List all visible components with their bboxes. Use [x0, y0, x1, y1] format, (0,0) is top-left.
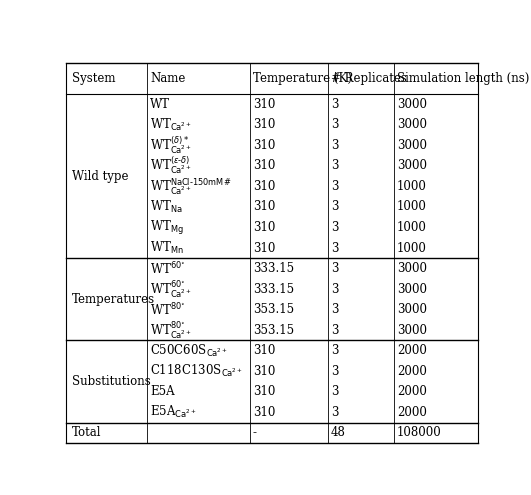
- Text: 3: 3: [331, 139, 338, 152]
- Text: 108000: 108000: [397, 426, 442, 440]
- Text: 310: 310: [253, 365, 275, 378]
- Text: 310: 310: [253, 200, 275, 213]
- Text: WT: WT: [150, 98, 170, 111]
- Text: 3: 3: [331, 221, 338, 234]
- Text: 3000: 3000: [397, 98, 427, 111]
- Text: WT$_{\mathrm{Na}}$: WT$_{\mathrm{Na}}$: [150, 199, 183, 215]
- Text: 310: 310: [253, 242, 275, 254]
- Text: 310: 310: [253, 221, 275, 234]
- Text: WT$_{\mathrm{Mn}}$: WT$_{\mathrm{Mn}}$: [150, 240, 184, 256]
- Text: C118C130S$_{\mathrm{Ca}^{2+}}$: C118C130S$_{\mathrm{Ca}^{2+}}$: [150, 363, 243, 379]
- Text: 310: 310: [253, 344, 275, 357]
- Text: 2000: 2000: [397, 344, 427, 357]
- Text: 310: 310: [253, 406, 275, 419]
- Text: 310: 310: [253, 159, 275, 172]
- Text: 3: 3: [331, 98, 338, 111]
- Text: WT$^{(\delta)*}_{\mathrm{Ca}^{2+}}$: WT$^{(\delta)*}_{\mathrm{Ca}^{2+}}$: [150, 135, 192, 156]
- Text: Substitutions: Substitutions: [72, 375, 150, 388]
- Text: 310: 310: [253, 118, 275, 131]
- Text: 333.15: 333.15: [253, 262, 294, 275]
- Text: WT$^{60^{\circ}}_{\mathrm{Ca}^{2+}}$: WT$^{60^{\circ}}_{\mathrm{Ca}^{2+}}$: [150, 279, 192, 299]
- Text: 1000: 1000: [397, 221, 427, 234]
- Text: WT$^{80^{\circ}}$: WT$^{80^{\circ}}$: [150, 301, 185, 318]
- Text: Simulation length (ns): Simulation length (ns): [397, 72, 529, 85]
- Text: 3: 3: [331, 283, 338, 296]
- Text: 353.15: 353.15: [253, 324, 294, 337]
- Text: Name: Name: [150, 72, 185, 85]
- Text: 3: 3: [331, 159, 338, 172]
- Text: 3000: 3000: [397, 159, 427, 172]
- Text: WT$^{(\varepsilon\text{-}\delta)}_{\mathrm{Ca}^{2+}}$: WT$^{(\varepsilon\text{-}\delta)}_{\math…: [150, 155, 192, 176]
- Text: 3: 3: [331, 200, 338, 213]
- Text: 1000: 1000: [397, 200, 427, 213]
- Text: 333.15: 333.15: [253, 283, 294, 296]
- Text: C50C60S$_{\mathrm{Ca}^{2+}}$: C50C60S$_{\mathrm{Ca}^{2+}}$: [150, 343, 228, 359]
- Text: WT$_{\mathrm{Mg}}$: WT$_{\mathrm{Mg}}$: [150, 218, 184, 237]
- Text: 310: 310: [253, 98, 275, 111]
- Text: 3000: 3000: [397, 303, 427, 316]
- Text: -: -: [253, 426, 257, 440]
- Text: 3: 3: [331, 406, 338, 419]
- Text: Temperatures: Temperatures: [72, 293, 155, 306]
- Text: Wild type: Wild type: [72, 170, 128, 183]
- Text: 3: 3: [331, 365, 338, 378]
- Text: 3000: 3000: [397, 324, 427, 337]
- Text: Total: Total: [72, 426, 101, 440]
- Text: 310: 310: [253, 385, 275, 398]
- Text: # Replicates: # Replicates: [331, 72, 407, 85]
- Text: 3: 3: [331, 385, 338, 398]
- Text: 3: 3: [331, 324, 338, 337]
- Text: 3000: 3000: [397, 118, 427, 131]
- Text: 3: 3: [331, 118, 338, 131]
- Text: 3: 3: [331, 242, 338, 254]
- Text: 353.15: 353.15: [253, 303, 294, 316]
- Text: WT$^{60^{\circ}}$: WT$^{60^{\circ}}$: [150, 260, 185, 277]
- Text: Temperature (K): Temperature (K): [253, 72, 352, 85]
- Text: 2000: 2000: [397, 365, 427, 378]
- Text: 1000: 1000: [397, 180, 427, 193]
- Text: 2000: 2000: [397, 406, 427, 419]
- Text: 3: 3: [331, 344, 338, 357]
- Text: WT$^{80^{\circ}}_{\mathrm{Ca}^{2+}}$: WT$^{80^{\circ}}_{\mathrm{Ca}^{2+}}$: [150, 320, 192, 341]
- Text: 3000: 3000: [397, 283, 427, 296]
- Text: 3: 3: [331, 180, 338, 193]
- Text: 3000: 3000: [397, 139, 427, 152]
- Text: 2000: 2000: [397, 385, 427, 398]
- Text: WT$_{\mathrm{Ca}^{2+}}$: WT$_{\mathrm{Ca}^{2+}}$: [150, 117, 192, 133]
- Text: 1000: 1000: [397, 242, 427, 254]
- Text: 3000: 3000: [397, 262, 427, 275]
- Text: 310: 310: [253, 139, 275, 152]
- Text: 3: 3: [331, 303, 338, 316]
- Text: 310: 310: [253, 180, 275, 193]
- Text: 48: 48: [331, 426, 346, 440]
- Text: System: System: [72, 72, 115, 85]
- Text: 3: 3: [331, 262, 338, 275]
- Text: E5A: E5A: [150, 385, 175, 398]
- Text: E5A$_{\mathrm{Ca}^{2+}}$: E5A$_{\mathrm{Ca}^{2+}}$: [150, 404, 196, 420]
- Text: WT$^{\mathrm{NaCl\text{-}150mM\#}}_{\mathrm{Ca}^{2+}}$: WT$^{\mathrm{NaCl\text{-}150mM\#}}_{\mat…: [150, 176, 231, 197]
